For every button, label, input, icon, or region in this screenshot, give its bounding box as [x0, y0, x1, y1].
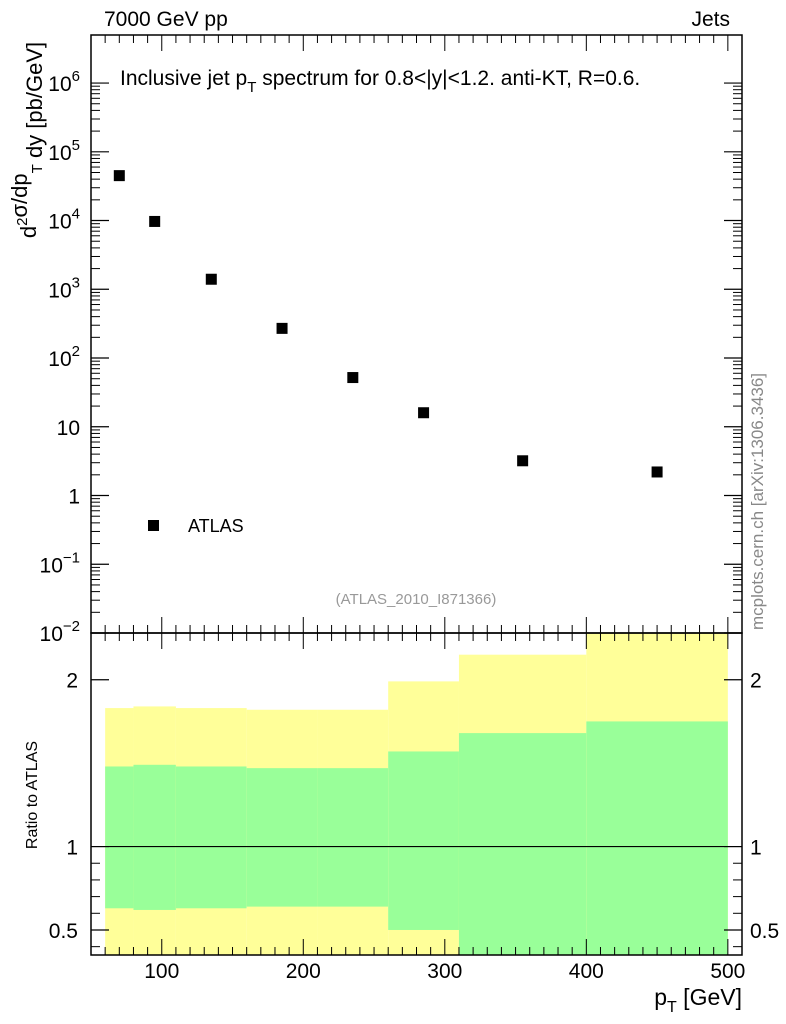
- analysis-watermark: (ATLAS_2010_I871366): [336, 591, 497, 608]
- inner-band-6: [458, 733, 587, 955]
- main-ytick-label-2: 102: [48, 343, 80, 371]
- main-ytick-label--1: 10−1: [40, 549, 80, 577]
- xtick-label-0: 100: [144, 960, 179, 983]
- inner-band-2: [175, 766, 247, 909]
- ratio-ytick-label-right-0: 0.5: [750, 920, 779, 943]
- inner-band-5: [388, 751, 459, 930]
- data-point-3: [276, 322, 288, 334]
- main-ytick-label--2: 10−2: [40, 618, 80, 646]
- ratio-ytick-label-right-2: 2: [750, 670, 762, 693]
- inner-band-7: [586, 721, 728, 955]
- x-axis-label: pT [GeV]: [654, 984, 742, 1016]
- data-point-1: [149, 215, 161, 227]
- header-left: 7000 GeV pp: [104, 8, 228, 31]
- main-y-axis-label: d2σ/dpT dy [pb/GeV]: [7, 42, 47, 238]
- inner-band-3: [246, 768, 318, 907]
- ratio-ytick-label-left-0: 0.5: [49, 920, 78, 943]
- main-ytick-label-5: 105: [48, 137, 80, 165]
- data-point-0: [113, 170, 125, 182]
- data-point-6: [517, 455, 529, 467]
- main-ytick-label-3: 103: [48, 274, 80, 302]
- main-ytick-label-6: 106: [48, 68, 80, 96]
- ratio-ytick-label-left-2: 2: [66, 670, 78, 693]
- legend-label: ATLAS: [188, 516, 244, 536]
- data-point-7: [651, 466, 663, 478]
- data-point-4: [347, 372, 359, 384]
- legend-marker: [148, 520, 159, 531]
- chart-title: Inclusive jet pT spectrum for 0.8<|y|<1.…: [120, 67, 640, 96]
- ratio-ytick-label-left-1: 1: [66, 837, 78, 860]
- xtick-label-2: 300: [427, 960, 462, 983]
- main-ytick-label-4: 104: [48, 206, 80, 234]
- main-frame: [90, 34, 743, 634]
- data-point-2: [205, 273, 217, 285]
- xtick-label-4: 500: [710, 960, 745, 983]
- header-right: Jets: [691, 8, 730, 31]
- data-point-5: [418, 407, 430, 419]
- main-ytick-label-1: 10: [57, 417, 80, 440]
- xtick-label-3: 400: [569, 960, 604, 983]
- inner-band-1: [133, 764, 176, 910]
- ratio-y-axis-label: Ratio to ATLAS: [24, 741, 41, 849]
- main-ytick-label-0: 1: [68, 486, 80, 509]
- xtick-label-1: 200: [286, 960, 321, 983]
- inner-band-0: [105, 766, 134, 909]
- inner-band-4: [317, 768, 389, 907]
- ratio-ytick-label-right-1: 1: [750, 837, 762, 860]
